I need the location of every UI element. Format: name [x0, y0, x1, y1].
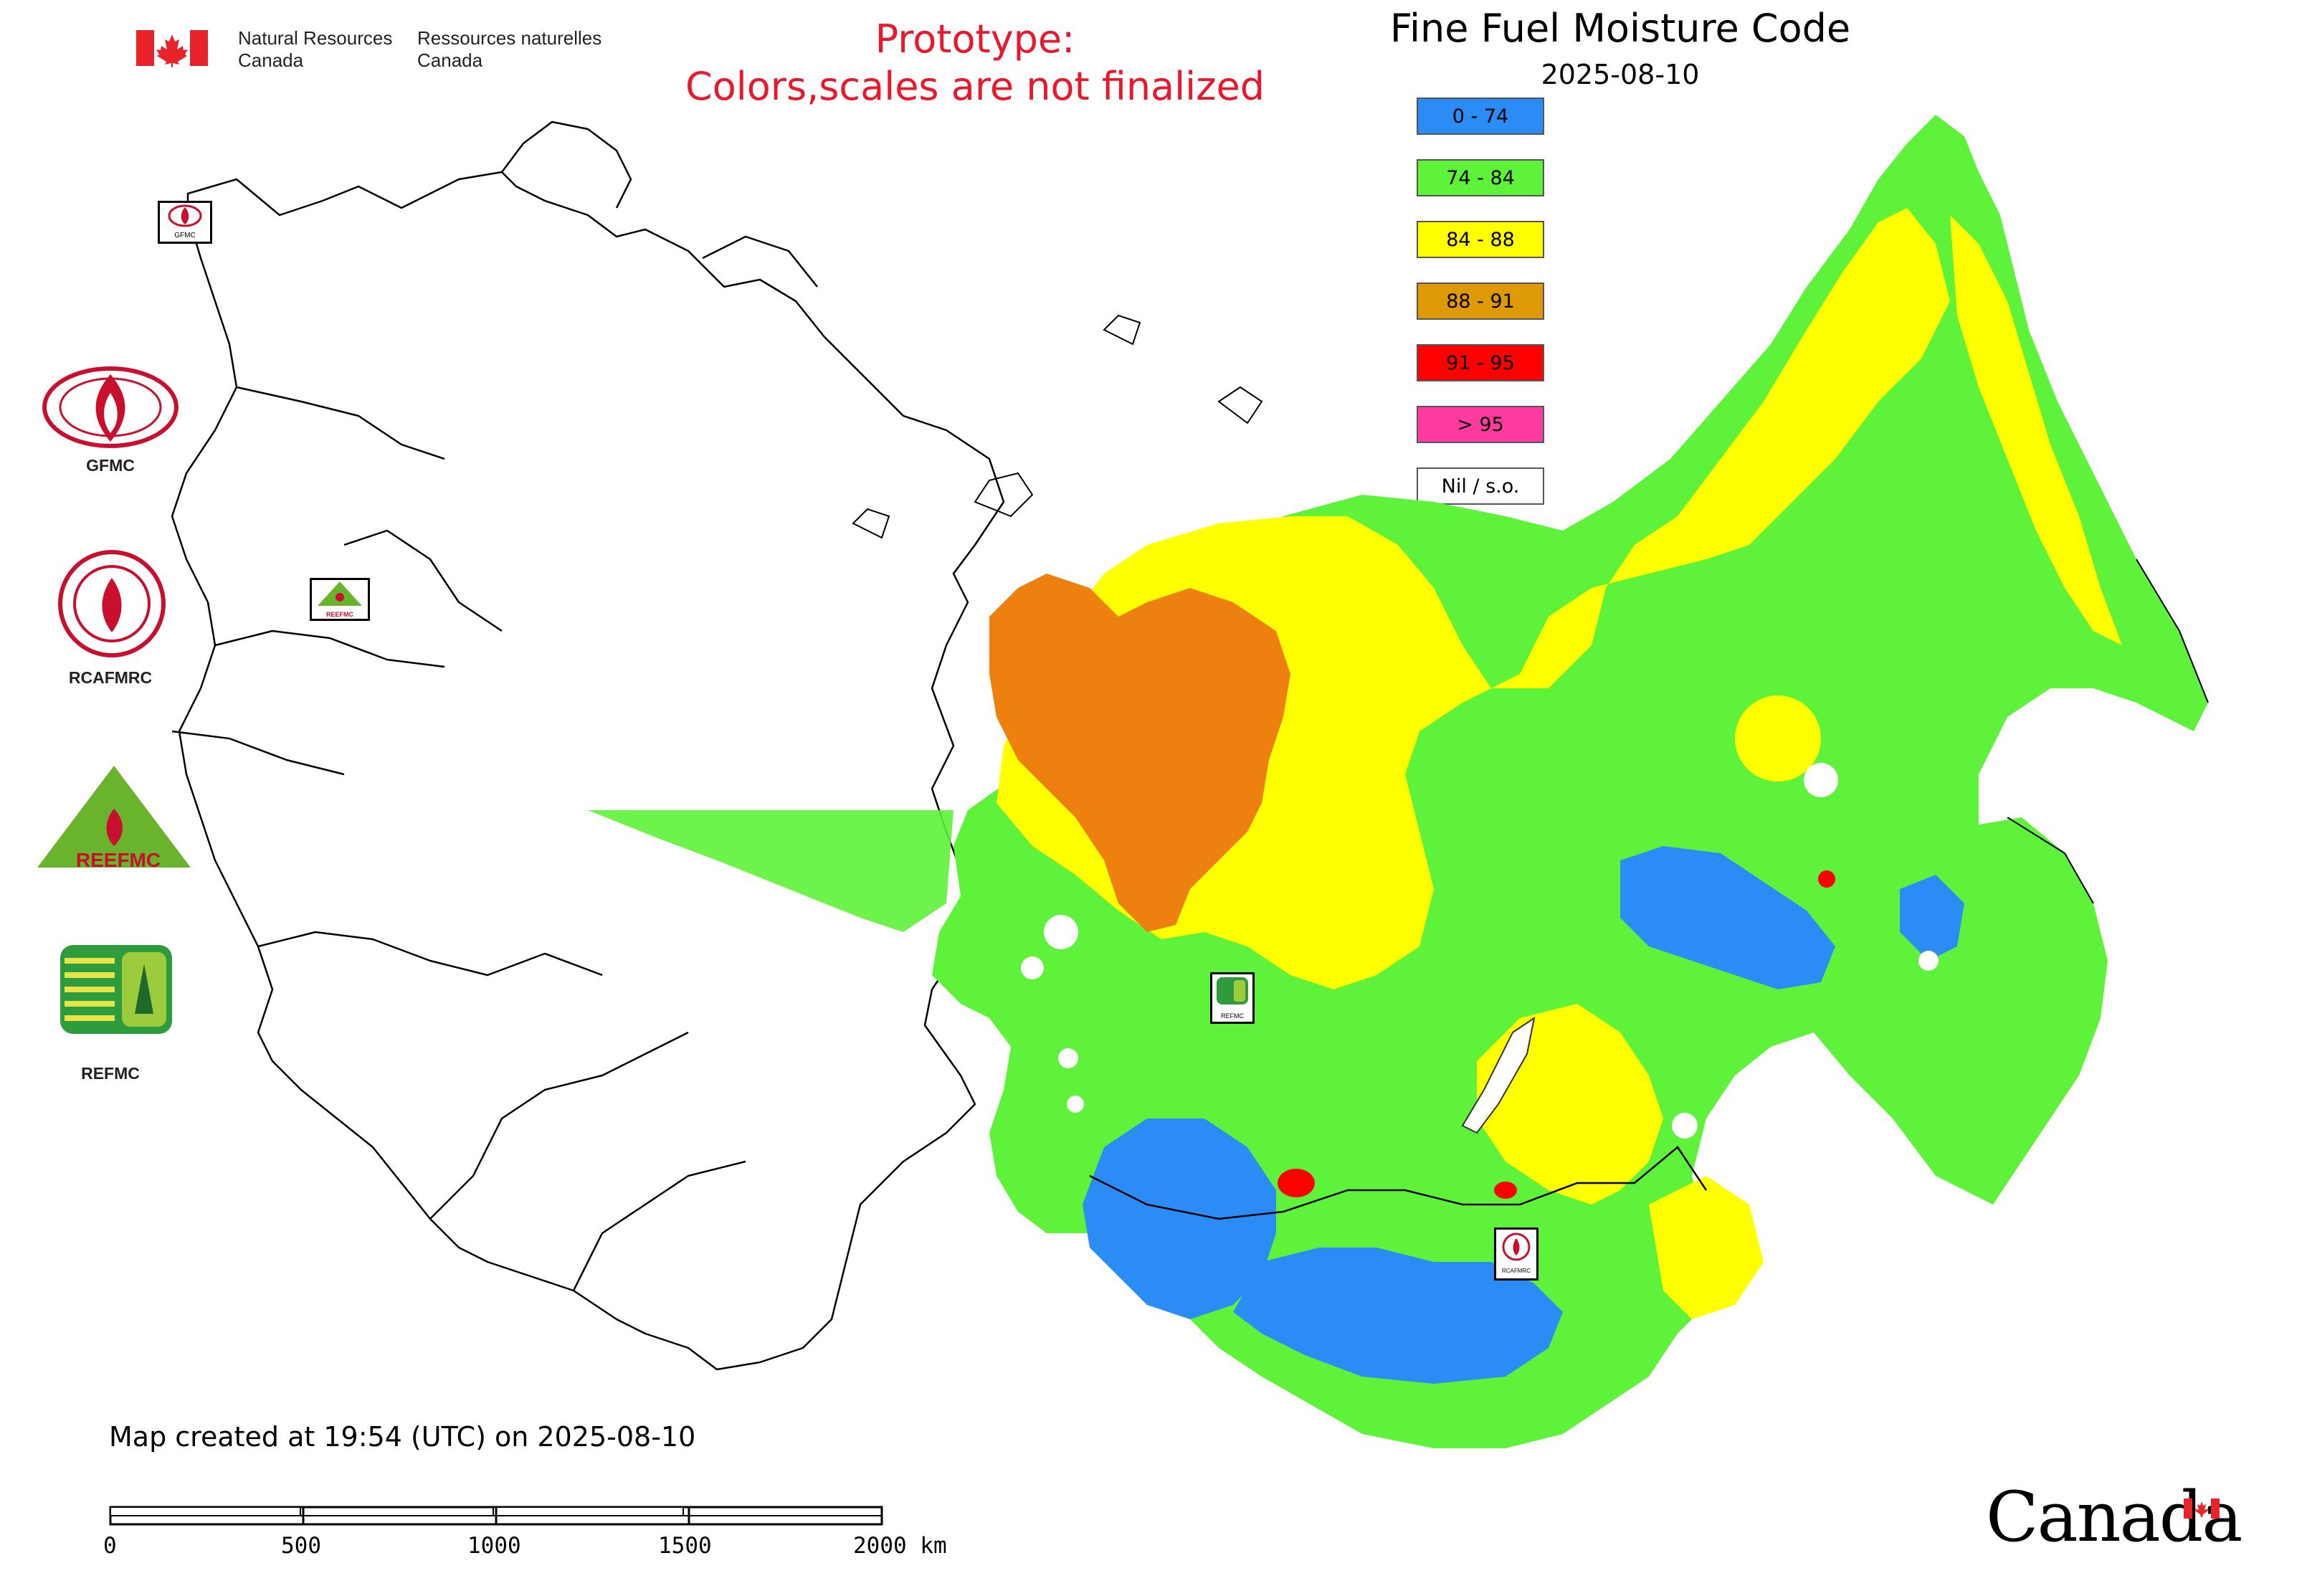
- legend-item-nil: Nil / s.o.: [1417, 467, 1544, 505]
- legend-item-91-95: 91 - 95: [1417, 344, 1544, 381]
- gfmc-small-icon: [168, 204, 202, 227]
- reefmc-logo-text: REEFMC: [75, 849, 161, 871]
- canada-wordmark: Canada: [1986, 1477, 2242, 1557]
- canada-flag-icon: [136, 30, 208, 67]
- map-badge-reefmc: REEFMC: [310, 578, 370, 621]
- gfmc-logo: [40, 364, 181, 453]
- nodata-hole-6: [1672, 1113, 1698, 1139]
- southern-border: [1089, 1146, 1708, 1220]
- region-yellow-east-coast: [1950, 215, 2122, 645]
- lake-baikal: [1461, 1016, 1536, 1134]
- region-yellow-spot: [1735, 695, 1821, 782]
- region-orange: [989, 574, 1290, 932]
- nodata-hole-3: [1021, 956, 1044, 979]
- agency-name-french: Ressources naturelles Canada: [417, 27, 602, 71]
- rcafmrc-emblem-icon: [58, 550, 166, 657]
- region-red-hotspot-1: [1278, 1169, 1315, 1197]
- canada-wordmark-flag-icon: [2184, 1498, 2220, 1519]
- nodata-hole-7: [1918, 951, 1939, 971]
- scale-tick-1000: 1000: [467, 1533, 521, 1559]
- refmc-small-icon: [1217, 977, 1248, 1004]
- refmc-logo: [60, 945, 172, 1037]
- map-badge-refmc: REFMC: [1210, 972, 1255, 1024]
- region-blue-far-east: [1900, 875, 1964, 961]
- region-blue-south: [1233, 1248, 1563, 1384]
- scale-tick-1500: 1500: [658, 1533, 712, 1559]
- nodata-hole-5: [1067, 1096, 1084, 1113]
- refmc-label: REFMC: [81, 1064, 140, 1083]
- nodata-hole-1: [1804, 763, 1838, 797]
- reefmc-emblem-icon: [37, 766, 191, 868]
- map-badge-rcafmrc: RCAFMRC: [1494, 1227, 1538, 1281]
- region-yellow-amur: [1649, 1176, 1764, 1319]
- gfmc-label: GFMC: [86, 456, 135, 475]
- western-boundaries: [171, 120, 1005, 1371]
- region-green: [932, 115, 2208, 1448]
- legend-item-over-95: > 95: [1417, 406, 1544, 443]
- map-date: 2025-08-10: [1541, 59, 1700, 90]
- region-blue-southwest: [1083, 1118, 1276, 1319]
- map-title: Fine Fuel Moisture Code: [1389, 6, 1851, 51]
- scale-bar: [109, 1506, 883, 1526]
- legend-item-84-88: 84 - 88: [1417, 221, 1544, 258]
- east-coast-outline: [2007, 559, 2209, 904]
- region-green-west-streaks: [588, 810, 953, 932]
- arctic-islands: [852, 314, 1263, 539]
- rcafmrc-logo: [57, 549, 166, 661]
- rcafmrc-small-icon: [1502, 1232, 1531, 1261]
- rcafmrc-label: RCAFMRC: [68, 668, 153, 687]
- map-created-timestamp: Map created at 19:54 (UTC) on 2025-08-10: [109, 1421, 696, 1453]
- map-badge-gfmc: GFMC: [158, 201, 212, 244]
- refmc-emblem-icon: [60, 945, 172, 1034]
- prototype-notice: Prototype: Colors,scales are not finaliz…: [645, 16, 1305, 110]
- legend-item-74-84: 74 - 84: [1417, 159, 1544, 196]
- legend-item-88-91: 88 - 91: [1417, 282, 1544, 320]
- reefmc-small-icon: [318, 581, 362, 606]
- legend-item-0-74: 0 - 74: [1417, 98, 1544, 135]
- region-red-hotspot-3: [1818, 870, 1835, 888]
- scale-tick-2000: 2000 km: [853, 1533, 947, 1559]
- region-blue-east: [1620, 846, 1835, 989]
- region-red-hotspot-2: [1494, 1182, 1517, 1199]
- scale-tick-500: 500: [281, 1533, 321, 1559]
- gfmc-emblem-icon: [42, 366, 179, 448]
- reefmc-logo: [37, 766, 191, 870]
- prototype-line-1: Prototype:: [875, 16, 1075, 62]
- scale-tick-0: 0: [103, 1533, 117, 1559]
- nodata-hole-2: [1044, 915, 1078, 949]
- agency-name-english: Natural Resources Canada: [238, 27, 393, 71]
- nodata-hole-4: [1058, 1048, 1078, 1068]
- prototype-line-2: Colors,scales are not finalized: [685, 64, 1265, 109]
